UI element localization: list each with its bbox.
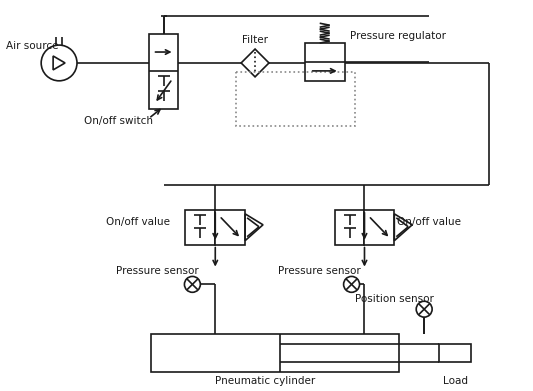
Text: On/off value: On/off value	[106, 217, 170, 227]
Text: Position sensor: Position sensor	[354, 294, 433, 304]
Text: Pressure sensor: Pressure sensor	[116, 266, 198, 276]
Bar	[365, 210, 394, 245]
Text: Filter: Filter	[242, 35, 268, 45]
Text: Pressure sensor: Pressure sensor	[278, 266, 361, 276]
Text: Load: Load	[442, 376, 467, 386]
Bar	[185, 210, 215, 245]
Bar	[335, 210, 365, 245]
Bar	[236, 72, 354, 127]
Text: Pneumatic cylinder: Pneumatic cylinder	[215, 376, 315, 386]
Text: On/off switch: On/off switch	[84, 115, 153, 126]
Bar	[215, 210, 245, 245]
Bar	[305, 43, 345, 81]
Bar	[439, 344, 471, 362]
Text: Air source: Air source	[6, 41, 59, 51]
Text: Pressure regulator: Pressure regulator	[350, 31, 446, 41]
Bar	[151, 334, 399, 372]
Bar	[149, 34, 179, 109]
Text: On/off value: On/off value	[397, 217, 462, 227]
